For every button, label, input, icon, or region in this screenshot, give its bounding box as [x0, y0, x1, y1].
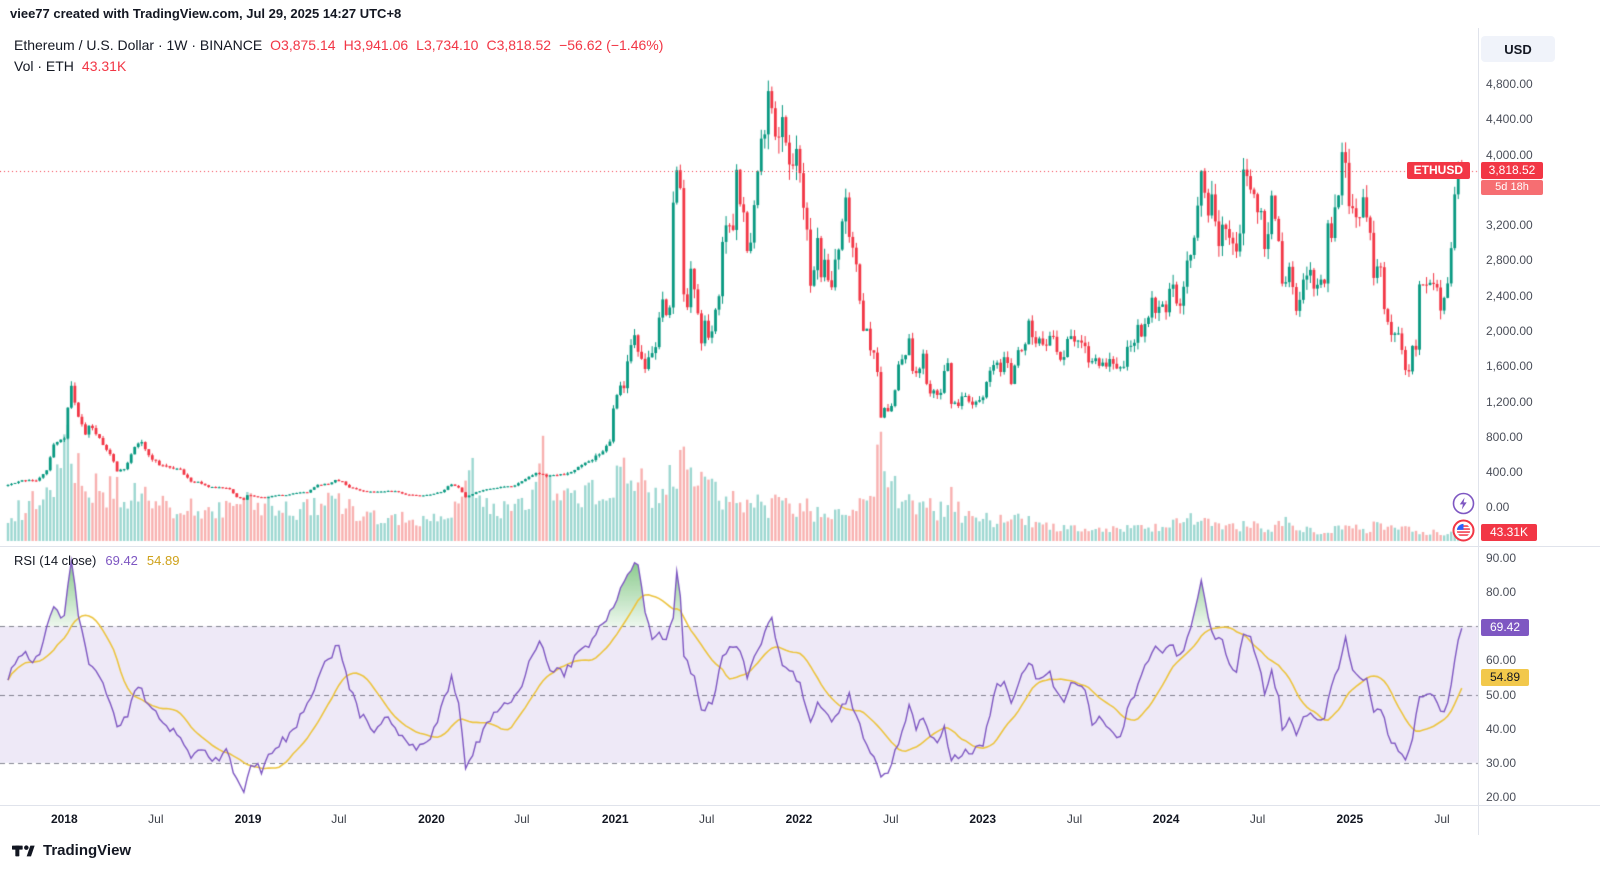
price-tick-label: 2,400.00 [1486, 288, 1533, 303]
price-tick-label: 1,600.00 [1486, 359, 1533, 374]
price-tick-label: 800.00 [1486, 429, 1523, 444]
pane-divider[interactable] [0, 546, 1600, 547]
rsi-axis[interactable]: 90.00 80.00 60.00 50.00 40.00 30.00 20.00 [1478, 0, 1600, 890]
price-axis-border [1478, 28, 1479, 835]
time-tick-label: 2019 [234, 812, 262, 826]
time-tick-label: Jul [1434, 812, 1450, 826]
last-price-group[interactable]: 3,818.52 5d 18h [1481, 161, 1543, 195]
currency-toggle-button[interactable]: USD [1481, 36, 1555, 62]
volume-value-badge: 43.31K [1481, 524, 1537, 541]
ohlc-open: O3,875.14 [270, 37, 336, 53]
time-tick-label: Jul [1249, 812, 1266, 826]
rsi-legend: RSI (14 close) 69.42 54.89 [14, 553, 179, 568]
ohlc-high: H3,941.06 [343, 37, 409, 53]
bar-countdown-badge: 5d 18h [1481, 179, 1543, 195]
volume-value: 43.31K [81, 58, 127, 74]
ohlc-low: L3,734.10 [416, 37, 479, 53]
time-tick-label: 2020 [418, 812, 445, 826]
brand-name: TradingView [43, 842, 132, 859]
price-axis[interactable]: 4,800.00 4,400.00 4,000.00 3,200.00 2,800.00… [1478, 0, 1600, 890]
ohlc-close: C3,818.52 [486, 37, 552, 53]
time-axis-border [0, 805, 1600, 806]
price-tick-label: 4,800.00 [1486, 77, 1533, 92]
price-tick-label: 0.00 [1486, 500, 1510, 515]
price-tick-label: 400.00 [1486, 465, 1523, 480]
attribution-bar: viee77 created with TradingView.com, Jul… [0, 0, 1600, 28]
time-tick-label: 2023 [969, 812, 997, 826]
rsi-tick-label: 90.00 [1486, 551, 1517, 565]
volume-legend-row: Vol · ETH 43.31K [14, 58, 663, 79]
rsi-tick-label: 60.00 [1486, 653, 1517, 668]
symbol-title[interactable]: Ethereum / U.S. Dollar · 1W · BINANCE [14, 37, 263, 53]
tradingview-logo-icon [12, 844, 35, 856]
rsi-ma-value: 54.89 [146, 553, 180, 568]
price-tick-label: 4,400.00 [1486, 112, 1533, 127]
symbol-legend-row: Ethereum / U.S. Dollar · 1W · BINANCE O3… [14, 37, 663, 58]
rsi-value-badge: 69.42 [1481, 619, 1529, 637]
time-tick-label: 2018 [50, 812, 78, 826]
time-tick-label: Jul [883, 812, 899, 826]
time-tick-label: 2024 [1152, 812, 1180, 826]
attribution-text: viee77 created with TradingView.com, Jul… [10, 6, 402, 21]
rsi-study-label[interactable]: RSI (14 close) [14, 553, 97, 568]
time-tick-label: 2022 [785, 812, 813, 826]
tradingview-brand[interactable]: TradingView [12, 842, 131, 859]
volume-study-label[interactable]: Vol · ETH [14, 58, 74, 74]
time-axis[interactable]: 2018 Jul 2019 Jul 2020 Jul 2021 Jul 2022 Jul 2023 J… [0, 805, 1600, 837]
rsi-value: 69.42 [105, 553, 138, 568]
rsi-ma-value-badge: 54.89 [1481, 668, 1529, 686]
time-tick-label: Jul [148, 812, 164, 826]
rsi-tick-label: 80.00 [1486, 585, 1517, 600]
rsi-tick-label: 40.00 [1486, 721, 1517, 736]
price-tick-label: 1,200.00 [1486, 394, 1533, 409]
price-tick-label: 3,200.00 [1486, 218, 1533, 233]
time-tick-label: Jul [331, 812, 347, 826]
symbol-price-label: ETHUSD [1406, 161, 1470, 179]
time-tick-label: 2021 [601, 812, 629, 826]
economic-events-icon[interactable] [1452, 519, 1475, 542]
ohlc-change: −56.62 (−1.46%) [559, 37, 664, 53]
time-tick-label: Jul [1066, 812, 1083, 826]
price-tick-label: 4,000.00 [1486, 147, 1533, 162]
time-tick-label: Jul [699, 812, 715, 826]
price-tick-label: 2,000.00 [1486, 324, 1533, 338]
rsi-tick-label: 30.00 [1486, 755, 1517, 770]
time-tick-label: 2025 [1336, 812, 1364, 826]
price-tick-label: 2,800.00 [1486, 253, 1533, 268]
rsi-tick-label: 20.00 [1486, 789, 1517, 804]
last-price-badge[interactable]: 3,818.52 [1481, 161, 1543, 179]
rsi-tick-label: 50.00 [1486, 687, 1517, 702]
lightning-icon[interactable] [1452, 492, 1475, 515]
chart-legend: Ethereum / U.S. Dollar · 1W · BINANCE O3… [14, 37, 663, 79]
time-tick-label: Jul [514, 812, 530, 826]
